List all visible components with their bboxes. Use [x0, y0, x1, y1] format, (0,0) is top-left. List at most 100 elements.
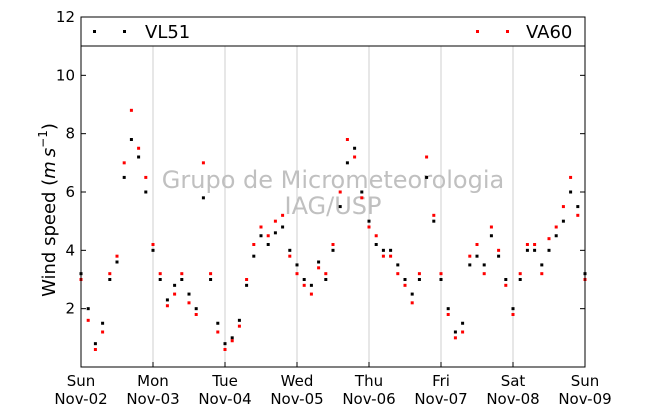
data-point: [281, 213, 285, 217]
data-point: [151, 243, 155, 246]
watermark: Grupo de Micrometeorologia IAG/USP: [162, 166, 504, 220]
x-tick-day-label: Wed: [281, 372, 314, 390]
data-point: [482, 263, 486, 267]
x-tick-day-label: Thu: [354, 372, 383, 390]
data-point: [86, 307, 90, 311]
data-point: [439, 278, 443, 281]
data-point: [461, 321, 465, 325]
x-tick-date-label: Nov-04: [198, 390, 251, 408]
data-point: [165, 304, 169, 308]
data-point: [245, 278, 249, 281]
data-point: [360, 190, 364, 194]
data-point: [525, 243, 529, 246]
data-point: [396, 263, 400, 267]
data-point: [122, 175, 126, 179]
data-point: [497, 248, 501, 252]
data-point: [353, 155, 357, 159]
x-axis-ticks: SunNov-02MonNov-03TueNov-04WedNov-05ThuN…: [54, 362, 612, 408]
legend-label-va60: VA60: [526, 22, 572, 43]
data-point: [223, 348, 227, 351]
data-point: [144, 175, 148, 179]
data-point: [396, 272, 400, 276]
data-point: [511, 313, 515, 316]
data-point: [108, 272, 112, 276]
data-point: [237, 324, 241, 328]
x-tick-day-label: Sat: [501, 372, 526, 390]
data-point: [295, 272, 299, 276]
data-point: [446, 307, 450, 311]
data-point: [129, 108, 133, 112]
data-point: [446, 313, 450, 316]
data-point: [504, 278, 508, 281]
data-point: [324, 272, 328, 276]
data-point: [245, 283, 249, 287]
data-point: [417, 272, 421, 276]
data-point: [374, 243, 378, 246]
data-point: [252, 254, 256, 258]
data-point: [302, 283, 306, 287]
data-point: [180, 278, 184, 281]
data-point: [482, 272, 486, 276]
data-point: [533, 243, 537, 246]
data-point: [468, 263, 472, 267]
data-point: [101, 330, 105, 334]
plot-background: [81, 17, 585, 367]
data-point: [489, 225, 493, 229]
watermark-line-1: Grupo de Micrometeorologia: [162, 166, 504, 194]
legend-box: [80, 16, 586, 47]
data-point: [230, 339, 234, 343]
data-point: [403, 283, 407, 287]
data-point: [576, 213, 580, 217]
data-point: [144, 190, 148, 194]
data-point: [331, 243, 335, 246]
x-tick-day-label: Fri: [432, 372, 450, 390]
data-point: [569, 190, 573, 194]
data-point: [324, 278, 328, 281]
data-point: [345, 161, 349, 165]
data-point: [374, 234, 378, 238]
y-axis-ticks: 2 4 6 8 10 12: [56, 8, 585, 318]
legend-label-vl51: VL51: [145, 22, 190, 43]
x-tick-day-label: Sun: [571, 372, 600, 390]
data-point: [425, 175, 429, 179]
data-point: [360, 196, 364, 200]
data-point: [93, 348, 97, 351]
data-point: [252, 243, 256, 246]
y-tick-label: 4: [65, 241, 75, 259]
data-point: [425, 155, 429, 159]
data-point: [281, 225, 285, 229]
data-point: [151, 248, 155, 252]
data-point: [115, 254, 119, 258]
data-point: [158, 278, 162, 281]
data-point: [86, 318, 90, 322]
data-point: [345, 138, 349, 141]
data-point: [331, 248, 335, 252]
data-point: [165, 298, 169, 302]
data-point: [201, 161, 205, 165]
data-point: [403, 278, 407, 281]
y-tick-label: 6: [65, 183, 75, 201]
y-tick-label: 2: [65, 300, 75, 318]
data-point: [309, 292, 313, 296]
x-tick-date-label: Nov-05: [270, 390, 323, 408]
series-vl51: [79, 138, 587, 346]
data-point: [237, 318, 241, 322]
data-point: [353, 146, 357, 150]
data-point: [194, 307, 198, 311]
data-point: [338, 205, 342, 209]
data-point: [410, 301, 414, 305]
y-tick-label: 8: [65, 125, 75, 143]
data-point: [511, 307, 515, 311]
data-point: [381, 248, 385, 252]
data-point: [317, 260, 321, 264]
data-point: [468, 254, 472, 258]
data-point: [561, 205, 565, 209]
data-point: [540, 263, 544, 267]
data-point: [259, 234, 263, 238]
data-point: [201, 196, 205, 200]
data-point: [187, 301, 191, 305]
data-point: [338, 190, 342, 194]
data-point: [180, 272, 184, 276]
data-point: [489, 234, 493, 238]
